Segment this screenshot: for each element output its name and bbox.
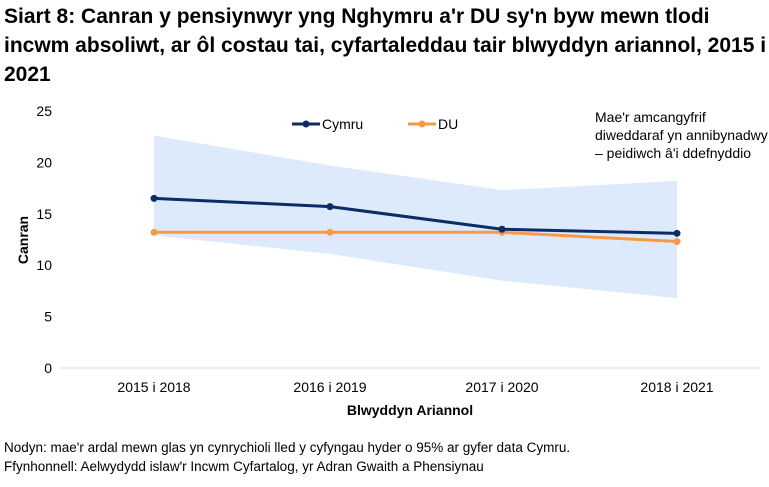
x-axis-label: Blwyddyn Ariannol bbox=[347, 402, 473, 418]
y-tick-label: 10 bbox=[36, 257, 52, 273]
series-line-cymru bbox=[153, 196, 678, 235]
data-point-du bbox=[150, 228, 158, 236]
legend-label-cymru: Cymru bbox=[322, 116, 363, 132]
x-tick-label: 2015 i 2018 bbox=[117, 379, 190, 395]
legend-label-du: DU bbox=[438, 116, 458, 132]
legend-marker-cymru bbox=[302, 120, 310, 128]
data-point-cymru bbox=[326, 203, 334, 211]
x-tick-label: 2017 i 2020 bbox=[465, 379, 538, 395]
data-point-cymru bbox=[673, 229, 681, 237]
y-tick-label: 0 bbox=[44, 360, 52, 376]
series-line-du bbox=[154, 230, 678, 244]
data-point-cymru bbox=[150, 194, 158, 202]
data-point-du bbox=[673, 238, 681, 246]
chart-title: Siart 8: Canran y pensiynwyr yng Nghymru… bbox=[4, 5, 767, 86]
x-tick-label: 2018 i 2021 bbox=[640, 379, 713, 395]
y-tick-label: 5 bbox=[44, 309, 52, 325]
data-point-du bbox=[326, 228, 334, 236]
chart-note: Nodyn: mae'r ardal mewn glas yn cynrychi… bbox=[4, 440, 571, 455]
data-point-cymru bbox=[498, 225, 506, 233]
x-tick-label: 2016 i 2019 bbox=[293, 379, 366, 395]
y-axis-label: Canran bbox=[15, 216, 31, 264]
y-tick-label: 25 bbox=[36, 103, 52, 119]
y-tick-label: 20 bbox=[36, 154, 52, 170]
y-tick-label: 15 bbox=[36, 206, 52, 222]
annotation: Mae'r amcangyfrif diweddaraf yn annibyna… bbox=[595, 109, 768, 161]
legend-marker-du bbox=[418, 120, 426, 128]
chart-source: Ffynhonnell: Aelwydydd islaw'r Incwm Cyf… bbox=[4, 459, 484, 474]
